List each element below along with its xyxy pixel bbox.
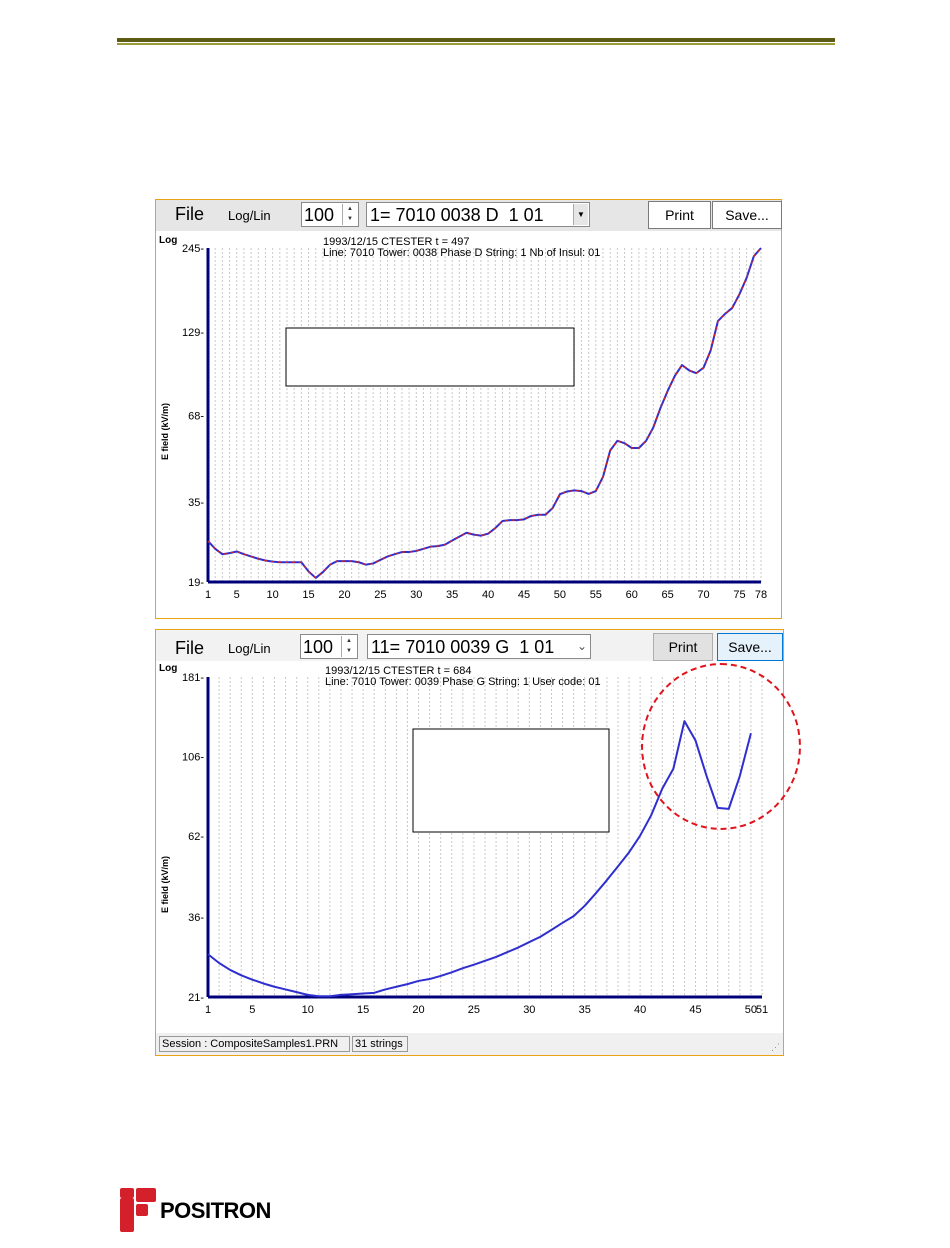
- string-select[interactable]: 1= 7010 0038 D 1 01 ▼: [366, 202, 590, 227]
- x-tick-label: 10: [302, 1004, 314, 1016]
- positron-cross-icon: [120, 1188, 156, 1232]
- log-lin-toggle[interactable]: Log/Lin: [228, 641, 271, 656]
- spinner-up-icon[interactable]: ▲: [347, 206, 353, 212]
- info-line-2: Line: 7010 Tower: 0039 Phase G String: 1…: [325, 676, 601, 688]
- string-select-value[interactable]: 1= 7010 0038 D 1 01: [370, 205, 544, 225]
- positron-logo: POSITRON: [118, 1186, 318, 1234]
- scale-spinner-value[interactable]: 100: [304, 205, 335, 225]
- scale-label: Log: [159, 235, 177, 246]
- x-tick-label: 15: [357, 1004, 369, 1016]
- x-tick-label: 20: [338, 589, 350, 601]
- scale-spinner[interactable]: 100 ▲ ▼: [300, 634, 358, 659]
- toolbar: File Log/Lin 100 ▲ ▼ 11= 7010 0039 G 1 0…: [156, 630, 783, 661]
- tick-labels: 245-129-68-35-19-1 5 10 15 20 25 30 35 40 45 50 55 6…: [182, 243, 767, 601]
- x-tick-label: 30: [523, 1004, 535, 1016]
- grid: [207, 248, 762, 582]
- print-button[interactable]: Print: [653, 633, 713, 661]
- chevron-down-icon[interactable]: ⌄: [575, 636, 589, 657]
- y-tick-label: 35-: [188, 497, 204, 509]
- plot-window-2: File Log/Lin 100 ▲ ▼ 11= 7010 0039 G 1 0…: [155, 629, 784, 1056]
- header-rule-dark: [117, 38, 835, 42]
- x-tick-label: 20: [412, 1004, 424, 1016]
- y-tick-label: 19-: [188, 577, 204, 589]
- x-tick-label: 15: [302, 589, 314, 601]
- x-tick-label: 35: [579, 1004, 591, 1016]
- plot-window-1: File Log/Lin 100 ▲ ▼ 1= 7010 0038 D 1 01…: [155, 199, 782, 619]
- chevron-down-icon[interactable]: ▼: [573, 204, 588, 225]
- x-tick-label: 35: [446, 589, 458, 601]
- x-tick-label: 65: [662, 589, 674, 601]
- header-rule-light: [117, 43, 835, 45]
- info-line-2: Line: 7010 Tower: 0038 Phase D String: 1…: [323, 247, 600, 259]
- series: [207, 247, 762, 579]
- print-button[interactable]: Print: [648, 201, 711, 229]
- spinner-arrows[interactable]: ▲ ▼: [342, 204, 357, 225]
- y-tick-label: 62-: [188, 831, 204, 843]
- scale-spinner[interactable]: 100 ▲ ▼: [301, 202, 359, 227]
- x-tick-label: 70: [697, 589, 709, 601]
- y-tick-label: 106-: [182, 751, 204, 763]
- spinner-arrows[interactable]: ▲ ▼: [341, 636, 356, 657]
- axes: [206, 677, 762, 999]
- x-tick-label: 5: [249, 1004, 255, 1016]
- y-axis-label: E field (kV/m): [160, 403, 170, 460]
- x-tick-label: 45: [518, 589, 530, 601]
- y-tick-label: 36-: [188, 912, 204, 924]
- info-line-1: 1993/12/15 CTESTER t = 497: [323, 236, 469, 248]
- x-tick-label: 55: [590, 589, 602, 601]
- x-tick-label: 50: [745, 1004, 757, 1016]
- status-string-count: 31 strings: [352, 1036, 408, 1052]
- logo-wordmark: POSITRON: [160, 1198, 271, 1223]
- resize-grip-icon[interactable]: ⋰: [771, 1042, 780, 1052]
- x-tick-label: 30: [410, 589, 422, 601]
- x-tick-label: 5: [234, 589, 240, 601]
- spinner-down-icon[interactable]: ▼: [347, 216, 353, 222]
- axes: [206, 248, 761, 584]
- string-select-value[interactable]: 11= 7010 0039 G 1 01: [371, 637, 555, 657]
- x-tick-label: 60: [626, 589, 638, 601]
- file-menu[interactable]: File: [175, 638, 205, 658]
- y-axis-label: E field (kV/m): [160, 856, 170, 913]
- x-tick-label: 75: [733, 589, 745, 601]
- scale-spinner-value[interactable]: 100: [303, 637, 334, 657]
- x-tick-label: 51: [756, 1004, 768, 1016]
- highlight-circle: [641, 663, 801, 830]
- scale-label: Log: [159, 663, 177, 674]
- blank-annotation-box: [412, 728, 610, 833]
- x-tick-label: 25: [374, 589, 386, 601]
- x-tick-label: 40: [482, 589, 494, 601]
- series-line: [207, 247, 762, 579]
- efield-chart-2: Log 1993/12/15 CTESTER t = 684 Line: 701…: [159, 663, 768, 1016]
- save-button[interactable]: Save...: [717, 633, 783, 661]
- series-line-overlay: [207, 247, 762, 579]
- y-tick-label: 181-: [182, 672, 204, 684]
- toolbar: File Log/Lin 100 ▲ ▼ 1= 7010 0038 D 1 01…: [156, 200, 782, 231]
- file-menu[interactable]: File: [175, 204, 205, 224]
- log-lin-toggle[interactable]: Log/Lin: [228, 208, 271, 223]
- spinner-up-icon[interactable]: ▲: [346, 638, 352, 644]
- efield-chart-1: Log 1993/12/15 CTESTER t = 497 Line: 701…: [159, 235, 767, 601]
- save-button[interactable]: Save...: [712, 201, 782, 229]
- status-bar: Session : CompositeSamples1.PRN 31 strin…: [156, 1033, 783, 1055]
- x-tick-label: 25: [468, 1004, 480, 1016]
- x-tick-label: 1: [205, 1004, 211, 1016]
- y-tick-label: 245-: [182, 243, 204, 255]
- x-tick-label: 78: [755, 589, 767, 601]
- x-tick-label: 45: [689, 1004, 701, 1016]
- y-tick-label: 21-: [188, 992, 204, 1004]
- x-tick-label: 50: [554, 589, 566, 601]
- header-rule: [117, 38, 835, 45]
- x-tick-label: 40: [634, 1004, 646, 1016]
- x-tick-label: 1: [205, 589, 211, 601]
- y-tick-label: 68-: [188, 410, 204, 422]
- string-select[interactable]: 11= 7010 0039 G 1 01 ⌄: [367, 634, 591, 659]
- blank-annotation-box: [285, 327, 575, 387]
- info-line-1: 1993/12/15 CTESTER t = 684: [325, 665, 471, 677]
- spinner-down-icon[interactable]: ▼: [346, 648, 352, 654]
- y-tick-label: 129-: [182, 327, 204, 339]
- status-session: Session : CompositeSamples1.PRN: [159, 1036, 350, 1052]
- x-tick-label: 10: [267, 589, 279, 601]
